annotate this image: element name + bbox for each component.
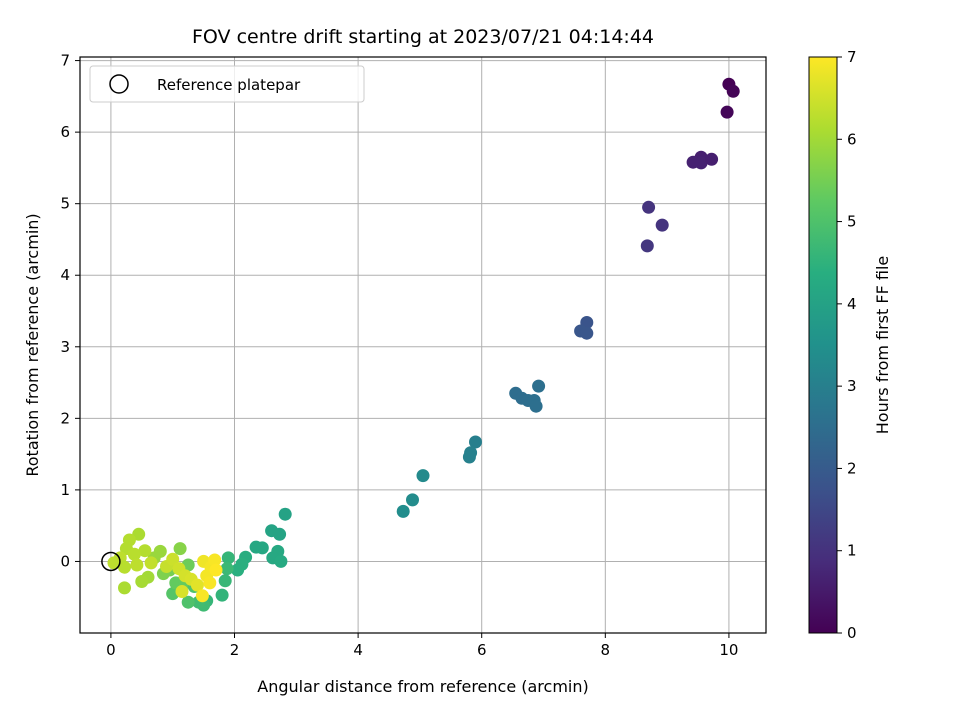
data-point — [278, 507, 292, 521]
x-tick-label: 8 — [601, 641, 611, 659]
y-axis-ticks: 0 1 2 3 4 5 6 7 — [60, 52, 80, 570]
colorbar-tick-label: 4 — [847, 295, 857, 313]
y-tick-label: 2 — [60, 409, 70, 427]
data-point — [107, 556, 121, 570]
reference-marker-group — [101, 551, 121, 572]
y-tick-label: 5 — [60, 195, 70, 213]
data-point — [195, 589, 209, 603]
data-point — [173, 542, 187, 556]
y-axis-label: Rotation from reference (arcmin) — [23, 213, 42, 476]
data-point — [118, 560, 131, 574]
data-point — [642, 200, 656, 214]
data-point — [273, 527, 287, 541]
data-point — [127, 547, 141, 561]
data-point — [135, 575, 149, 588]
colorbar-tick-label: 0 — [847, 624, 857, 642]
x-tick-label: 2 — [230, 641, 240, 659]
data-point — [532, 379, 546, 393]
data-point — [529, 399, 543, 413]
colorbar-tick-label: 2 — [847, 459, 857, 477]
plot-frame — [79, 56, 767, 634]
y-tick-label: 0 — [60, 552, 70, 570]
colorbar — [808, 56, 838, 634]
colorbar-tick-label: 3 — [847, 377, 857, 395]
data-point — [190, 578, 204, 592]
data-point — [231, 563, 245, 577]
data-point — [208, 553, 222, 567]
y-tick-label: 7 — [60, 52, 70, 70]
data-point — [209, 563, 223, 577]
data-point — [166, 552, 180, 566]
colorbar-tick-label: 5 — [847, 213, 857, 231]
data-point — [396, 504, 410, 518]
x-axis-label: Angular distance from reference (arcmin) — [257, 677, 588, 696]
data-point — [218, 574, 232, 588]
x-tick-label: 10 — [719, 641, 738, 659]
y-tick-label: 1 — [60, 481, 70, 499]
colorbar-label: Hours from first FF file — [873, 256, 892, 435]
data-point — [220, 562, 234, 576]
data-point — [138, 544, 152, 558]
data-point — [144, 556, 158, 570]
data-point — [705, 152, 719, 166]
data-point — [118, 581, 131, 595]
grid-lines — [80, 57, 766, 633]
colorbar-tick-label: 6 — [847, 130, 857, 148]
data-point — [181, 595, 195, 609]
data-point — [469, 435, 482, 449]
x-tick-label: 4 — [353, 641, 363, 659]
data-points — [107, 77, 740, 612]
data-point — [726, 84, 740, 98]
data-point — [255, 541, 269, 555]
legend-reference-marker — [109, 74, 129, 94]
data-point — [175, 585, 189, 598]
data-point — [203, 576, 217, 590]
data-point — [215, 588, 229, 602]
legend-box — [89, 65, 365, 103]
x-axis-ticks: 0 2 4 6 8 10 — [106, 633, 738, 659]
data-point — [132, 527, 146, 541]
colorbar-tick-label: 1 — [847, 542, 857, 560]
data-point — [130, 558, 144, 572]
data-point — [406, 493, 419, 507]
colorbar-tick-label: 7 — [847, 48, 857, 66]
data-point — [221, 551, 235, 565]
data-point — [720, 105, 734, 119]
legend: Reference platepar — [89, 65, 365, 103]
data-point — [655, 218, 669, 232]
x-tick-label: 0 — [106, 641, 116, 659]
data-point — [694, 156, 708, 170]
y-tick-label: 6 — [60, 123, 70, 141]
data-point — [640, 239, 654, 253]
data-point — [462, 450, 476, 464]
data-point — [416, 469, 430, 483]
y-tick-label: 4 — [60, 266, 70, 284]
data-point — [274, 554, 288, 568]
x-tick-label: 6 — [477, 641, 487, 659]
data-point — [580, 326, 594, 340]
y-tick-label: 3 — [60, 338, 70, 356]
colorbar-ticks: 0 1 2 3 4 5 6 7 — [837, 48, 857, 642]
reference-platepar-marker — [101, 551, 121, 572]
chart-title: FOV centre drift starting at 2023/07/21 … — [192, 26, 654, 48]
legend-entry-label: Reference platepar — [157, 76, 301, 94]
